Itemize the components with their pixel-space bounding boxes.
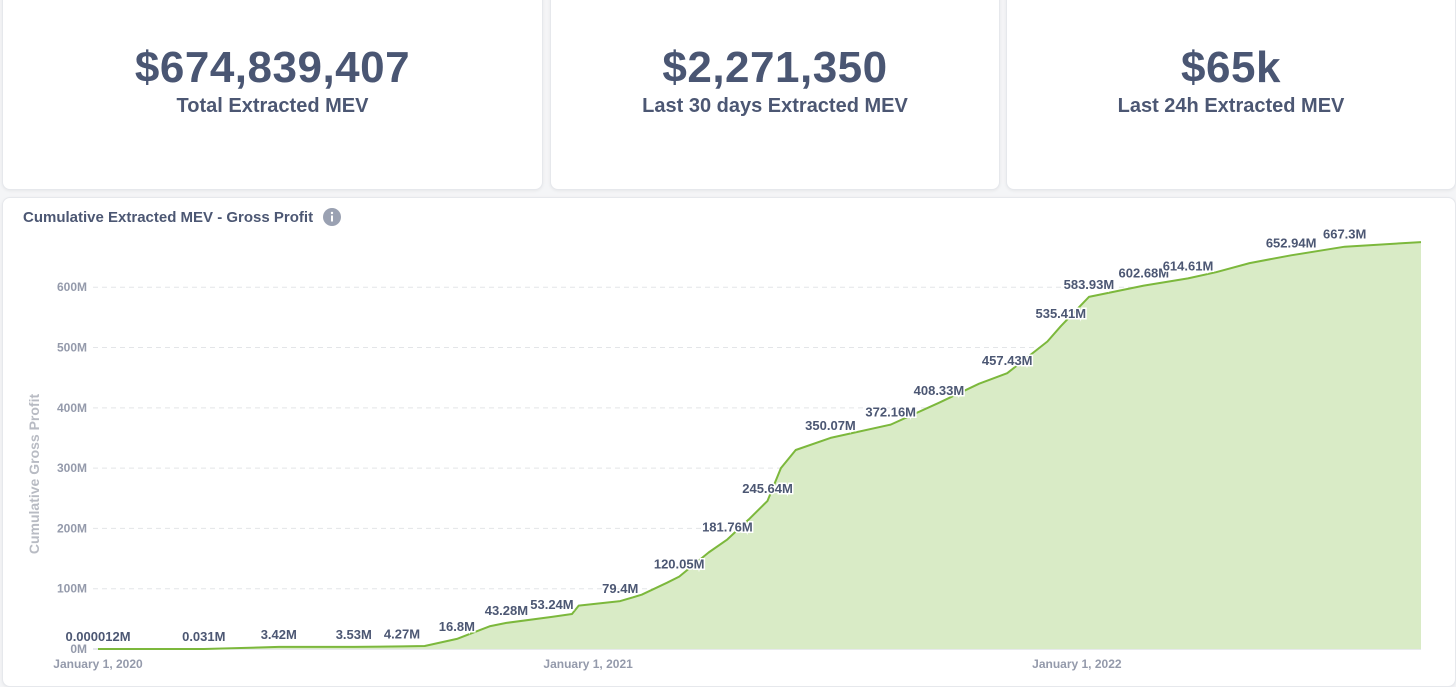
y-tick-label: 200M — [57, 521, 87, 535]
data-label: 583.93M — [1064, 277, 1115, 292]
y-tick-label: 300M — [57, 461, 87, 475]
chart-title-row: Cumulative Extracted MEV - Gross Profit — [23, 208, 342, 226]
series-area — [98, 242, 1421, 649]
data-label: 245.64M — [742, 481, 793, 496]
y-tick-label: 500M — [57, 341, 87, 355]
stat-label-total: Total Extracted MEV — [176, 95, 369, 117]
stat-value-30d: $2,271,350 — [662, 43, 888, 92]
stat-label-24h: Last 24h Extracted MEV — [1117, 95, 1345, 117]
series-line — [98, 241, 1422, 650]
y-axis-title: Cumulative Gross Profit — [26, 394, 42, 555]
chart-card[interactable]: Cumulative Extracted MEV - Gross Profit … — [2, 197, 1456, 687]
data-label: 53.24M — [530, 597, 573, 612]
data-label: 4.27M — [384, 626, 420, 641]
info-icon[interactable] — [323, 208, 342, 226]
data-label: 372.16M — [865, 405, 916, 420]
data-label: 614.61M — [1163, 258, 1214, 273]
x-tick-label: January 1, 2020 — [53, 657, 143, 671]
stat-value-24h: $65k — [1181, 43, 1281, 92]
y-tick-label: 600M — [57, 280, 87, 294]
x-tick-label: January 1, 2022 — [1032, 657, 1122, 671]
data-label: 667.3M — [1323, 227, 1366, 242]
data-label: 0.000012M — [65, 629, 130, 644]
data-label: 602.68M — [1119, 266, 1170, 281]
data-label: 79.4M — [602, 581, 638, 596]
chart-title[interactable]: Cumulative Extracted MEV - Gross Profit — [23, 208, 314, 226]
data-label: 408.33M — [914, 383, 965, 398]
data-label: 181.76M — [702, 519, 753, 534]
data-label: 350.07M — [805, 418, 856, 433]
data-label: 3.42M — [261, 627, 297, 642]
stat-value-total: $674,839,407 — [134, 43, 411, 92]
stat-label-30d: Last 30 days Extracted MEV — [642, 95, 908, 117]
y-tick-label: 0M — [70, 642, 87, 656]
data-label: 16.8M — [439, 619, 475, 634]
chart-plot[interactable]: 0M 100M 200M 300M 400M 500M 600M January 1, 202… — [3, 198, 1456, 675]
data-label: 120.05M — [654, 557, 705, 572]
data-label: 535.41M — [1035, 306, 1086, 321]
data-label: 652.94M — [1266, 235, 1317, 250]
x-tick-label: January 1, 2021 — [543, 657, 633, 671]
data-label: 0.031M — [182, 629, 225, 644]
stat-card-24h[interactable]: $65k Last 24h Extracted MEV — [1006, 0, 1456, 190]
y-tick-label: 100M — [57, 582, 87, 596]
data-label: 3.53M — [336, 627, 372, 642]
data-label: 457.43M — [982, 353, 1033, 368]
stat-card-30d[interactable]: $2,271,350 Last 30 days Extracted MEV — [550, 0, 1000, 190]
y-tick-label: 400M — [57, 401, 87, 415]
stat-card-total[interactable]: $674,839,407 Total Extracted MEV — [2, 0, 543, 190]
data-label: 43.28M — [485, 603, 528, 618]
